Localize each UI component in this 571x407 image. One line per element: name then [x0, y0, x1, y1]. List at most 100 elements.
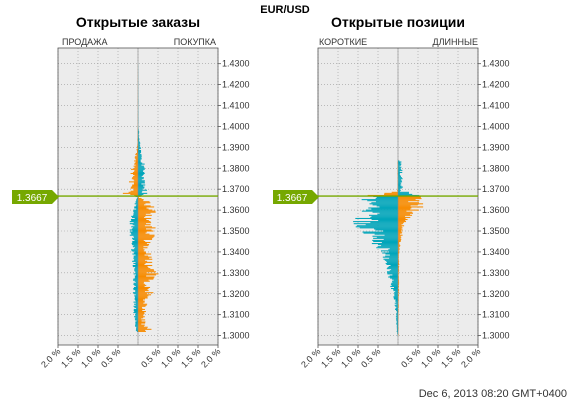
- right-bar-orders: [138, 176, 142, 178]
- right-bar-positions: [398, 231, 403, 233]
- y-tick-label-positions: 1.3800: [482, 163, 510, 173]
- left-bar-positions: [396, 315, 398, 317]
- timestamp: Dec 6, 2013 08:20 GMT+0400: [419, 388, 567, 400]
- left-bar-orders: [132, 238, 138, 240]
- left-bar-orders: [133, 209, 138, 211]
- y-tick-label-orders: 1.4200: [222, 80, 250, 90]
- left-bar-positions: [365, 209, 398, 211]
- left-bar-positions: [376, 205, 398, 207]
- left-bar-positions: [356, 225, 398, 227]
- left-bar-orders: [133, 235, 138, 237]
- left-bar-positions: [396, 325, 398, 327]
- left-bar-positions: [376, 197, 398, 199]
- right-bar-orders: [138, 192, 148, 194]
- left-bar-orders: [133, 167, 138, 169]
- right-bar-orders: [138, 312, 145, 314]
- right-bar-orders: [138, 320, 142, 322]
- right-bar-positions: [398, 191, 410, 193]
- left-bar-orders: [129, 229, 138, 231]
- left-bar-positions: [396, 330, 398, 332]
- left-bar-orders: [136, 307, 138, 309]
- right-bar-positions: [398, 185, 402, 187]
- left-bar-positions: [386, 263, 398, 265]
- left-bar-positions: [395, 318, 398, 320]
- right-bar-positions: [398, 202, 419, 204]
- right-bar-orders: [138, 179, 142, 181]
- left-bar-positions: [371, 215, 398, 217]
- right-bar-orders: [138, 266, 148, 268]
- right-bar-positions: [398, 289, 400, 291]
- left-bar-orders: [136, 327, 138, 329]
- left-bar-orders: [129, 234, 138, 236]
- right-bar-positions: [398, 199, 416, 201]
- right-bar-positions: [398, 269, 400, 271]
- left-bar-positions: [393, 296, 398, 298]
- left-bar-orders: [134, 298, 138, 300]
- left-bar-orders: [135, 276, 138, 278]
- left-bar-orders: [135, 304, 138, 306]
- left-bar-orders: [133, 222, 138, 224]
- right-bar-positions: [398, 223, 403, 225]
- left-bar-orders: [133, 259, 138, 261]
- right-bar-orders: [138, 210, 156, 212]
- right-bar-orders: [138, 156, 142, 158]
- right-bar-orders: [138, 224, 151, 226]
- left-bar-positions: [396, 329, 398, 331]
- left-bar-positions: [390, 285, 398, 287]
- right-bar-orders: [138, 252, 146, 254]
- short-side-label: КОРОТКИЕ: [319, 37, 367, 47]
- right-bar-orders: [138, 199, 144, 201]
- left-bar-orders: [135, 299, 138, 301]
- left-bar-positions: [397, 321, 398, 323]
- right-bar-orders: [138, 296, 148, 298]
- right-bar-positions: [398, 229, 403, 231]
- x-tick-label-orders: 0.5 %: [139, 346, 162, 369]
- right-bar-orders: [138, 207, 147, 209]
- left-bar-positions: [393, 297, 398, 299]
- right-bar-positions: [398, 206, 424, 208]
- right-bar-orders: [138, 228, 147, 230]
- right-bar-orders: [138, 282, 144, 284]
- right-bar-orders: [138, 285, 145, 287]
- left-bar-orders: [134, 280, 138, 282]
- left-bar-positions: [353, 223, 398, 225]
- left-bar-positions: [390, 283, 398, 285]
- left-bar-orders: [134, 180, 138, 182]
- left-bar-positions: [397, 332, 398, 335]
- right-bar-positions: [398, 224, 402, 226]
- left-bar-orders: [134, 248, 138, 250]
- right-bar-orders: [138, 216, 145, 218]
- right-bar-positions: [398, 217, 406, 219]
- left-bar-positions: [396, 309, 398, 312]
- left-bar-orders: [133, 256, 138, 258]
- left-bar-positions: [377, 244, 398, 246]
- right-bar-positions: [398, 271, 399, 273]
- left-bar-orders: [134, 207, 138, 209]
- left-bar-orders: [134, 319, 138, 321]
- left-bar-orders: [135, 153, 138, 155]
- left-bar-positions: [383, 238, 398, 240]
- right-bar-orders: [138, 234, 155, 236]
- left-bar-positions: [396, 322, 398, 324]
- right-bar-positions: [398, 251, 400, 253]
- left-bar-positions: [396, 323, 398, 325]
- left-bar-positions: [395, 316, 398, 318]
- y-tick-label-positions: 1.4100: [482, 101, 510, 111]
- left-bar-orders: [131, 250, 138, 252]
- right-bar-orders: [138, 267, 149, 269]
- right-bar-positions: [398, 213, 411, 215]
- left-bar-orders: [135, 290, 138, 292]
- left-bar-orders: [135, 161, 138, 163]
- left-bar-orders: [133, 188, 138, 190]
- left-bar-positions: [389, 254, 398, 256]
- right-bar-positions: [398, 249, 400, 251]
- left-bar-orders: [134, 316, 138, 318]
- right-bar-positions: [398, 215, 406, 217]
- right-bar-orders: [138, 230, 154, 232]
- right-bar-orders: [138, 133, 139, 135]
- left-bar-positions: [390, 264, 398, 267]
- x-tick-label-positions: 1.5 %: [319, 346, 342, 369]
- right-bar-positions: [398, 176, 402, 178]
- left-bar-orders: [134, 170, 138, 172]
- left-bar-orders: [136, 198, 138, 200]
